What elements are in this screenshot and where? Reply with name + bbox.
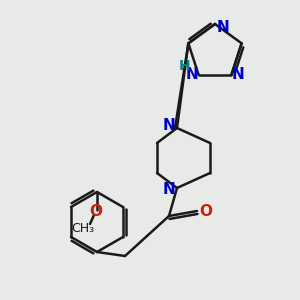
Text: H: H (179, 59, 190, 73)
Text: N: N (185, 67, 198, 82)
Text: CH₃: CH₃ (71, 223, 94, 236)
Text: N: N (163, 182, 176, 197)
Text: O: O (89, 203, 103, 218)
Text: N: N (163, 118, 176, 134)
Text: O: O (200, 203, 212, 218)
Text: N: N (232, 67, 245, 82)
Text: N: N (217, 20, 230, 34)
